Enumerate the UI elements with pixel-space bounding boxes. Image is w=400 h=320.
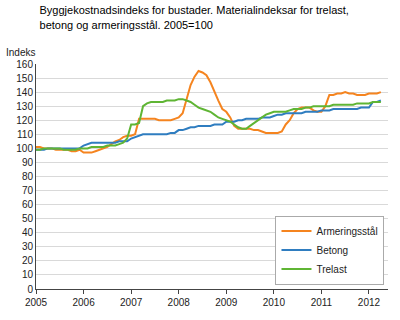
- svg-text:80: 80: [22, 171, 34, 182]
- svg-text:2007: 2007: [120, 297, 143, 308]
- svg-text:70: 70: [22, 185, 34, 196]
- svg-text:150: 150: [16, 73, 33, 84]
- svg-text:140: 140: [16, 87, 33, 98]
- svg-text:2009: 2009: [215, 297, 238, 308]
- svg-text:10: 10: [22, 269, 34, 280]
- svg-text:0: 0: [27, 284, 33, 295]
- svg-text:Betong: Betong: [316, 245, 348, 256]
- svg-text:160: 160: [16, 59, 33, 70]
- svg-text:110: 110: [17, 129, 33, 140]
- svg-text:Indeks: Indeks: [6, 47, 35, 58]
- svg-text:2005: 2005: [25, 297, 48, 308]
- svg-text:30: 30: [22, 241, 34, 252]
- svg-text:2008: 2008: [168, 297, 191, 308]
- svg-text:90: 90: [22, 157, 34, 168]
- svg-text:2010: 2010: [263, 297, 286, 308]
- svg-text:100: 100: [16, 143, 33, 154]
- svg-text:Armeringsstål: Armeringsstål: [316, 226, 377, 237]
- svg-text:2012: 2012: [358, 297, 381, 308]
- svg-text:20: 20: [22, 255, 34, 266]
- svg-text:50: 50: [22, 213, 34, 224]
- svg-text:60: 60: [22, 199, 34, 210]
- svg-text:Byggjekostnadsindeks for busta: Byggjekostnadsindeks for bustader. Mater…: [40, 4, 349, 30]
- svg-text:Trelast: Trelast: [316, 264, 346, 275]
- svg-text:2006: 2006: [72, 297, 95, 308]
- svg-text:40: 40: [22, 227, 34, 238]
- svg-text:130: 130: [16, 101, 33, 112]
- svg-text:120: 120: [16, 115, 33, 126]
- svg-text:2011: 2011: [311, 297, 333, 308]
